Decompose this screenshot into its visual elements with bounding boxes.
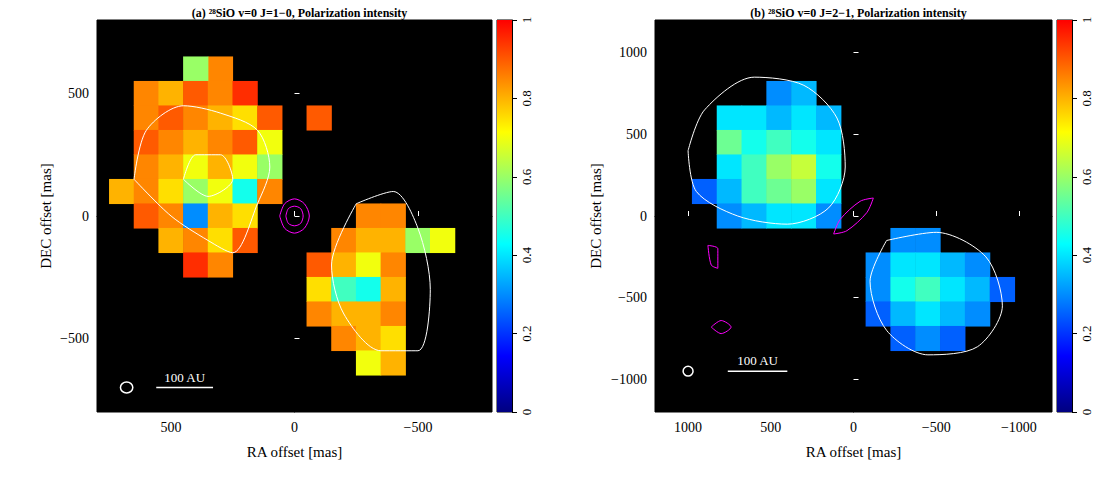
svg-text:100 AU: 100 AU: [737, 353, 778, 368]
svg-text:0.6: 0.6: [1079, 168, 1094, 185]
svg-text:0.2: 0.2: [519, 325, 534, 341]
svg-text:500: 500: [760, 420, 781, 435]
svg-text:0: 0: [1079, 409, 1094, 416]
svg-text:100 AU: 100 AU: [164, 370, 205, 385]
svg-text:500: 500: [161, 420, 182, 435]
svg-text:−500: −500: [403, 420, 432, 435]
svg-text:0: 0: [82, 209, 89, 224]
svg-text:0: 0: [850, 420, 857, 435]
svg-text:0.4: 0.4: [1079, 247, 1094, 264]
svg-text:1000: 1000: [674, 420, 702, 435]
svg-text:−1000: −1000: [611, 372, 647, 387]
svg-text:0: 0: [291, 420, 298, 435]
svg-text:0.8: 0.8: [519, 90, 534, 106]
svg-text:0.2: 0.2: [1079, 325, 1094, 341]
svg-text:1: 1: [519, 17, 534, 24]
svg-text:0: 0: [519, 409, 534, 416]
svg-text:DEC offset [mas]: DEC offset [mas]: [38, 163, 54, 269]
svg-text:1: 1: [1079, 17, 1094, 24]
svg-text:0.8: 0.8: [1079, 90, 1094, 106]
svg-text:500: 500: [68, 86, 89, 101]
svg-text:−500: −500: [922, 420, 951, 435]
svg-text:500: 500: [626, 127, 647, 142]
svg-text:(a) ²⁸SiO v=0 J=1−0, Polarizat: (a) ²⁸SiO v=0 J=1−0, Polarization intens…: [192, 6, 408, 20]
svg-text:−1000: −1000: [1001, 420, 1037, 435]
svg-text:−500: −500: [618, 290, 647, 305]
svg-text:0.6: 0.6: [519, 168, 534, 185]
svg-text:1000: 1000: [619, 45, 647, 60]
svg-text:(b) ²⁸SiO v=0 J=2−1, Polarizat: (b) ²⁸SiO v=0 J=2−1, Polarization intens…: [750, 6, 966, 20]
svg-text:−500: −500: [60, 331, 89, 346]
svg-text:DEC offset [mas]: DEC offset [mas]: [588, 163, 604, 269]
svg-text:RA offset [mas]: RA offset [mas]: [247, 444, 343, 460]
svg-text:RA offset [mas]: RA offset [mas]: [806, 444, 902, 460]
svg-text:0.4: 0.4: [519, 247, 534, 264]
svg-text:0: 0: [640, 209, 647, 224]
